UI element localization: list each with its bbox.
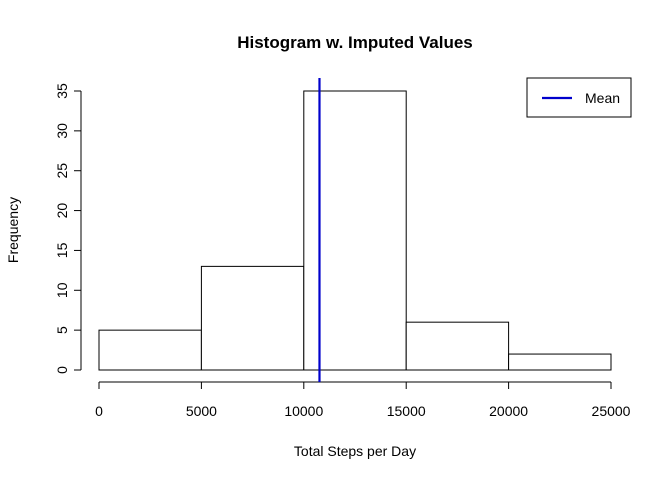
y-tick-label-1: 5 bbox=[54, 326, 70, 334]
x-tick-label-3: 15000 bbox=[387, 403, 426, 419]
x-axis-label: Total Steps per Day bbox=[294, 443, 416, 459]
legend: Mean bbox=[526, 77, 632, 118]
y-tick-label-5: 25 bbox=[54, 163, 70, 179]
x-tick-label-2: 10000 bbox=[284, 403, 323, 419]
y-tick-label-6: 30 bbox=[54, 123, 70, 139]
histogram-bar-1 bbox=[200, 265, 305, 371]
y-tick-label-2: 10 bbox=[54, 282, 70, 298]
x-tick-label-1: 5000 bbox=[186, 403, 217, 419]
y-axis: 0 5 10 15 20 25 30 35 bbox=[54, 83, 82, 374]
histogram-bar-2 bbox=[303, 90, 407, 371]
y-tick-label-4: 20 bbox=[54, 203, 70, 219]
x-tick-label-4: 20000 bbox=[489, 403, 528, 419]
y-tick-label-3: 15 bbox=[54, 242, 70, 258]
y-tick-label-0: 0 bbox=[54, 366, 70, 374]
x-axis: 0 5000 10000 15000 20000 25000 bbox=[95, 381, 631, 419]
histogram-bar-3 bbox=[405, 321, 510, 371]
chart-title: Histogram w. Imputed Values bbox=[237, 33, 473, 52]
x-tick-label-5: 25000 bbox=[592, 403, 631, 419]
legend-label-mean: Mean bbox=[585, 90, 620, 106]
histogram-bar-0 bbox=[98, 329, 202, 371]
y-tick-label-7: 35 bbox=[54, 83, 70, 99]
histogram-bars bbox=[98, 90, 612, 371]
y-axis-label: Frequency bbox=[5, 197, 21, 263]
histogram-bar-4 bbox=[508, 353, 612, 371]
x-tick-label-0: 0 bbox=[95, 403, 103, 419]
